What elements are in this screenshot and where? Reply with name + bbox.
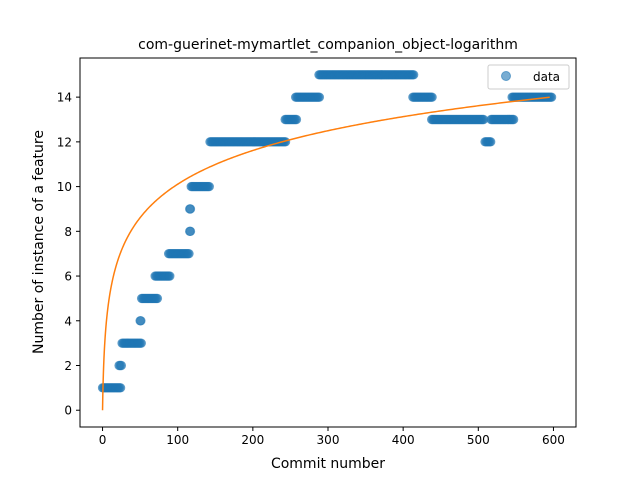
y-tick-label: 12 [57, 135, 72, 149]
y-tick-label: 8 [64, 225, 72, 239]
x-axis: 0 100 200 300 400 500 600 [99, 427, 565, 447]
y-tick-label: 14 [57, 91, 72, 105]
y-axis: 0 2 4 6 8 10 12 14 [57, 91, 80, 418]
data-point [185, 226, 196, 237]
plot-area [97, 70, 557, 411]
data-point [185, 204, 196, 214]
data-point [314, 92, 325, 102]
x-tick-label: 0 [99, 433, 107, 447]
x-tick-label: 300 [317, 433, 340, 447]
data-point [427, 92, 437, 102]
chart-title: com-guerinet-mymartlet_companion_object-… [138, 37, 518, 53]
data-point [508, 114, 519, 125]
data-point [136, 316, 146, 326]
plot-frame [79, 57, 577, 428]
legend-box [487, 64, 570, 90]
y-axis-label: Number of instance of a feature [31, 130, 47, 354]
x-tick-label: 200 [241, 433, 264, 447]
x-tick-label: 400 [392, 433, 415, 447]
legend-marker [501, 71, 511, 81]
data-point [184, 248, 194, 259]
y-tick-label: 6 [64, 270, 72, 284]
legend: data [487, 64, 570, 90]
data-series [97, 70, 557, 393]
data-point [152, 293, 163, 304]
data-point [408, 70, 419, 80]
y-tick-label: 4 [64, 314, 72, 328]
y-tick-label: 0 [64, 404, 72, 418]
x-tick-label: 500 [467, 433, 490, 447]
data-point [136, 338, 146, 348]
legend-label: data [533, 70, 560, 84]
y-tick-label: 2 [64, 359, 72, 373]
x-tick-label: 100 [166, 433, 189, 447]
data-point [204, 181, 214, 192]
data-point [115, 383, 126, 393]
x-axis-label: Commit number [271, 456, 385, 472]
fit-line [101, 96, 550, 411]
data-point [486, 137, 496, 147]
data-point [116, 360, 127, 371]
data-point [291, 114, 302, 125]
data-point [165, 271, 175, 281]
x-tick-label: 600 [542, 433, 565, 447]
y-tick-label: 10 [57, 180, 72, 194]
